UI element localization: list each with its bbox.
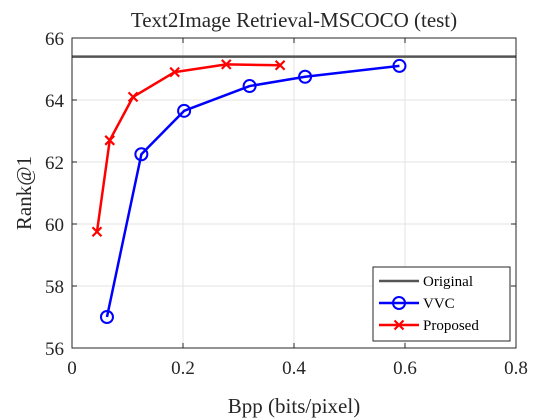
vvc-point <box>392 58 407 73</box>
proposed-point <box>221 59 232 70</box>
y-axis-label: Rank@1 <box>12 156 36 230</box>
x-tick-label: 0.6 <box>393 358 417 379</box>
vvc-point <box>242 79 257 94</box>
legend-label-proposed: Proposed <box>423 318 479 334</box>
x-tick-label: 0.4 <box>282 358 306 379</box>
legend-label-vvc: VVC <box>423 296 455 312</box>
proposed-point <box>169 66 180 78</box>
x-axis-label: Bpp (bits/pixel) <box>228 394 360 418</box>
legend-marker-proposed <box>393 319 405 331</box>
y-tick-label: 58 <box>45 277 64 298</box>
proposed-point <box>91 226 103 238</box>
y-tick-label: 62 <box>45 153 64 174</box>
ticks: 0 0.2 0.4 0.6 0.8 56 58 60 62 64 66 <box>45 29 528 379</box>
vvc-line <box>105 64 400 318</box>
y-tick-label: 60 <box>45 215 64 236</box>
proposed-line <box>95 63 281 232</box>
x-tick-label: 0 <box>67 358 77 379</box>
vvc-point <box>177 103 192 118</box>
legend-label-original: Original <box>423 274 473 290</box>
y-tick-label: 56 <box>45 339 64 360</box>
x-tick-label: 0.8 <box>504 358 528 379</box>
chart-title: Text2Image Retrieval-MSCOCO (test) <box>131 8 457 32</box>
legend-marker-vvc <box>392 296 406 310</box>
y-tick-label: 64 <box>45 91 65 112</box>
y-tick-label: 66 <box>45 29 64 50</box>
proposed-point <box>274 60 286 71</box>
grid <box>72 38 516 348</box>
proposed-point <box>104 135 116 146</box>
vvc-point <box>298 69 313 84</box>
vvc-point <box>134 147 149 162</box>
series-layer <box>72 55 516 324</box>
proposed-point <box>127 91 139 103</box>
vvc-point <box>99 310 114 324</box>
legend: Original VVC Proposed <box>372 266 511 342</box>
x-tick-label: 0.2 <box>171 358 195 379</box>
